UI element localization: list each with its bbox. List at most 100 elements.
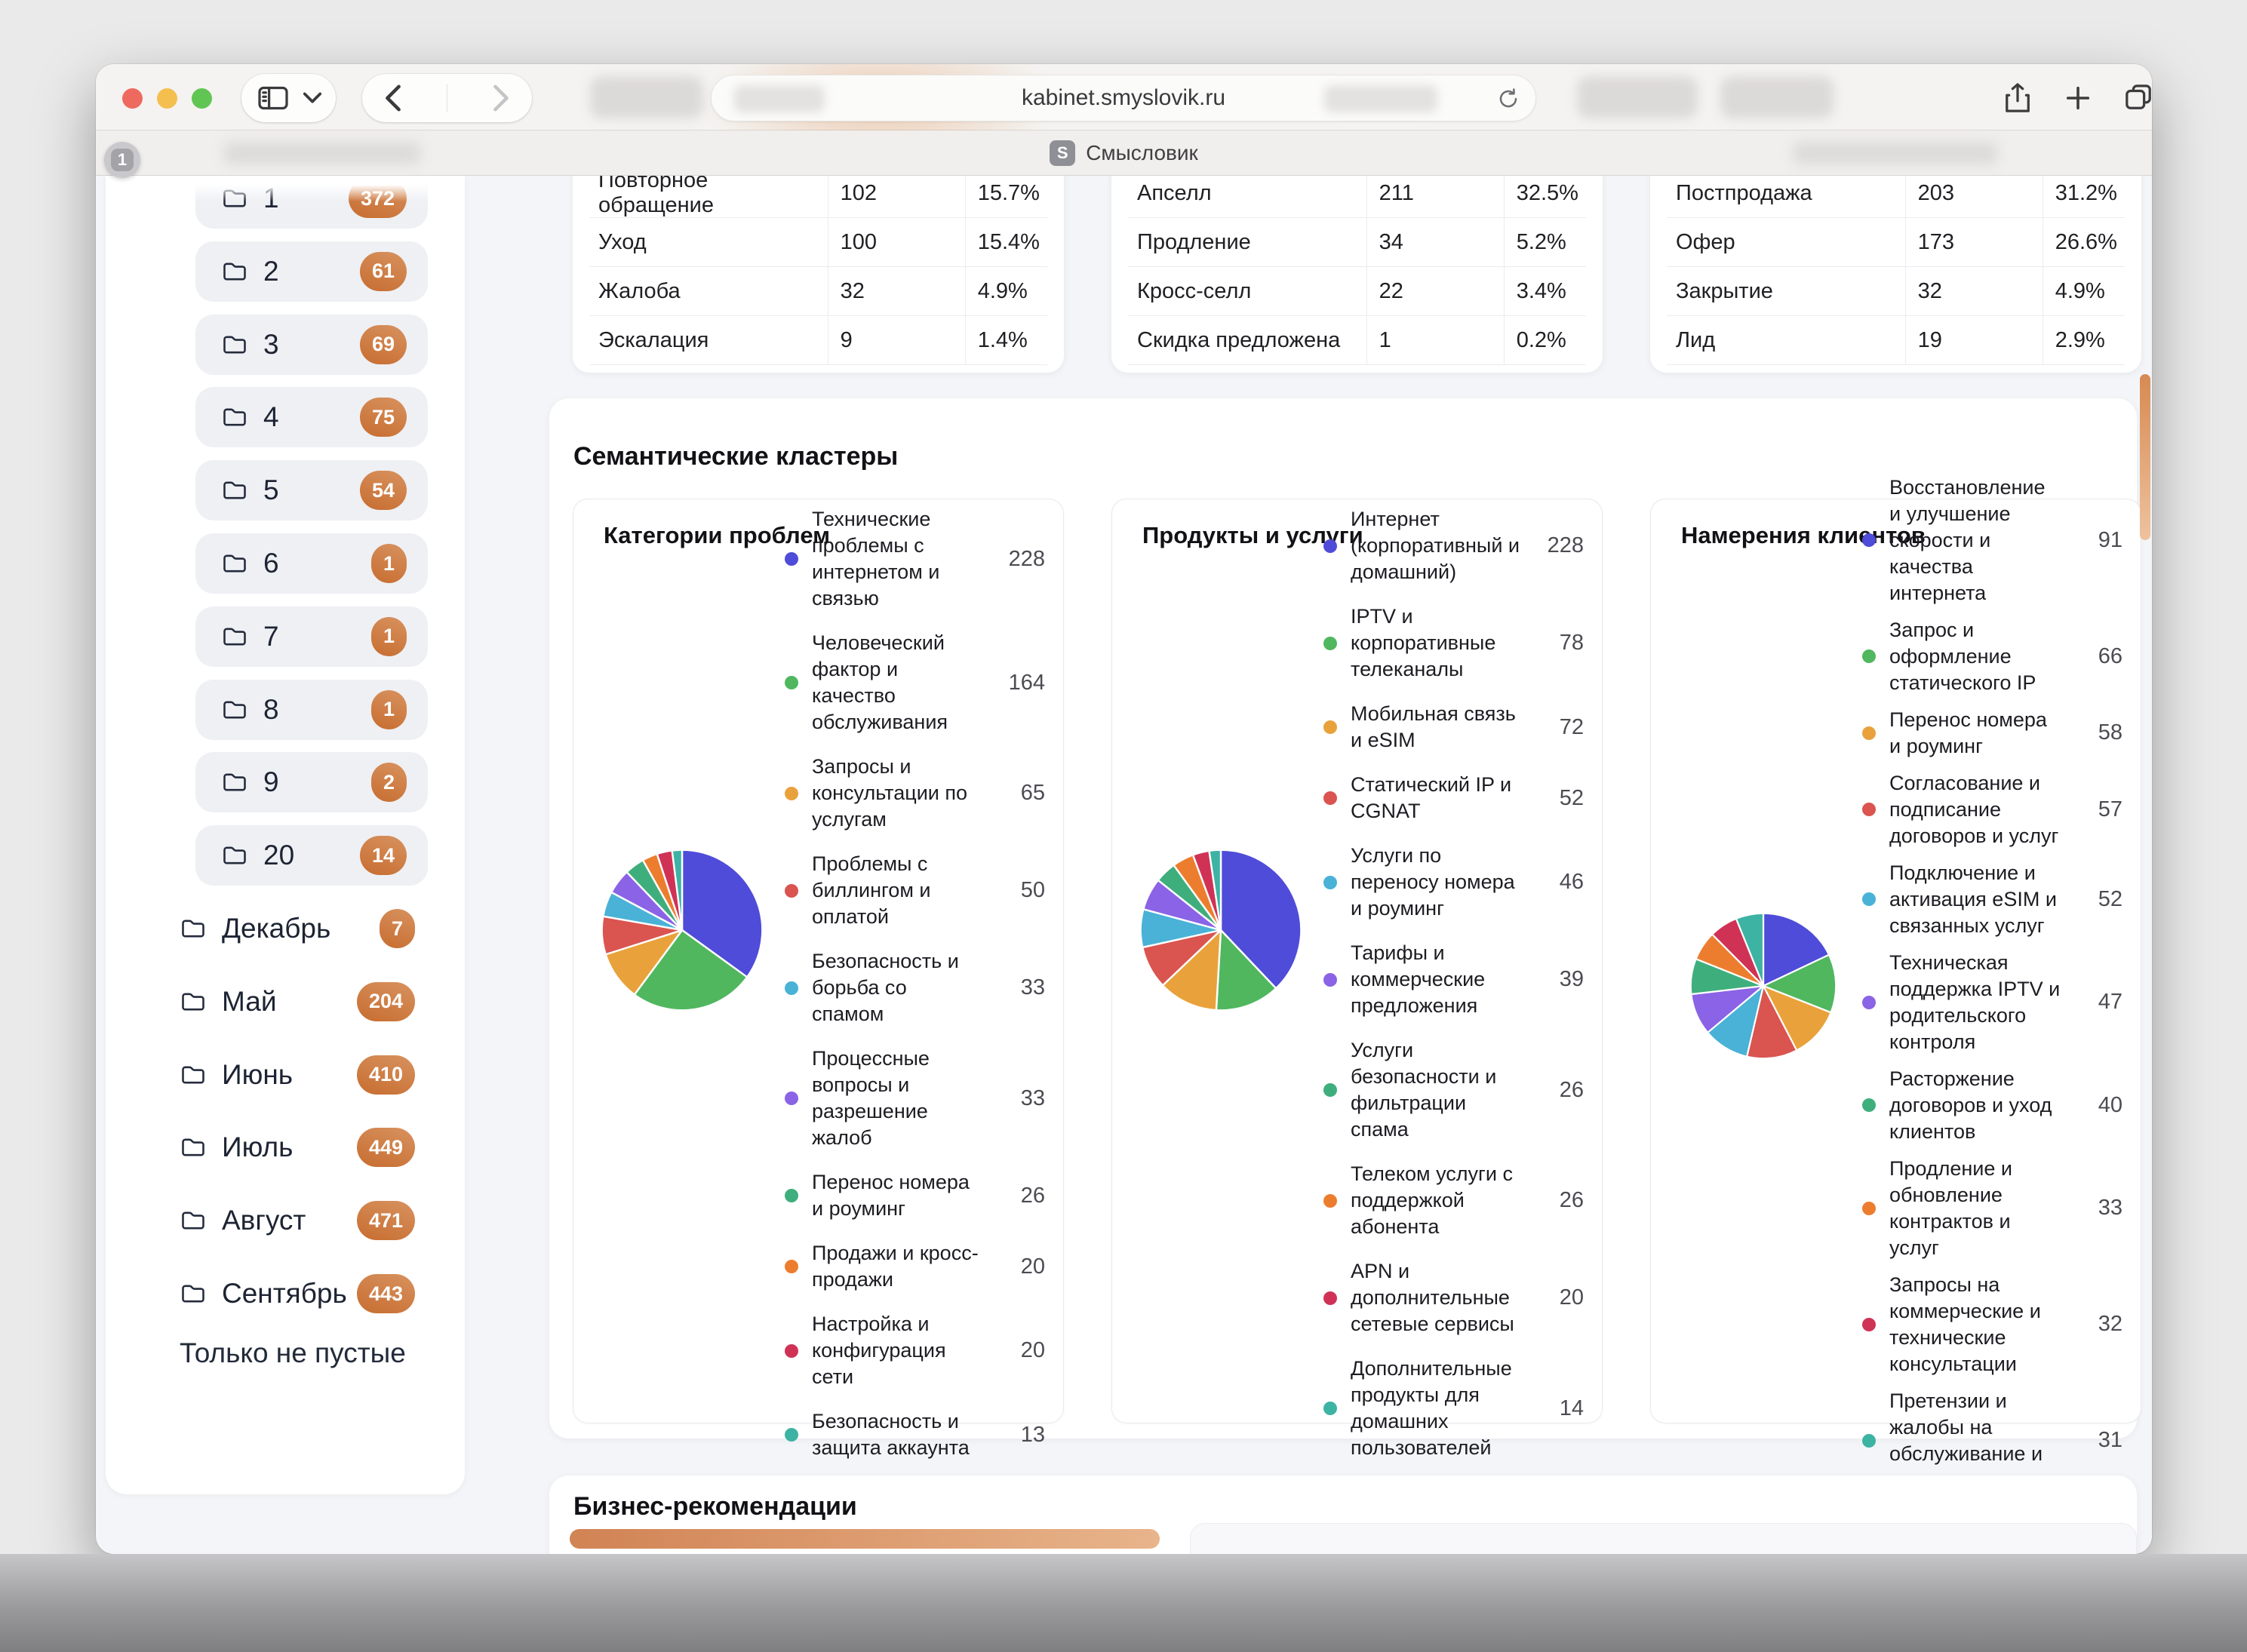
legend-label: Запросы и консультации по услугам bbox=[812, 755, 968, 831]
sidebar-folder-item[interactable]: 6 1 bbox=[195, 533, 428, 594]
cluster-card: Намерения клиентов Восстановление и улуч… bbox=[1650, 476, 2141, 1491]
legend-dot-icon bbox=[1862, 1201, 1876, 1215]
legend-label: Проблемы с биллингом и оплатой bbox=[812, 852, 931, 928]
legend-label: Настройка и конфигурация сети bbox=[812, 1313, 946, 1388]
section-title: Бизнес-рекомендации bbox=[573, 1492, 857, 1521]
background-tab-chip[interactable] bbox=[1577, 76, 1698, 118]
sidebar-month-item[interactable]: Сентябрь 443 bbox=[180, 1264, 415, 1324]
sidebar-folder-item[interactable]: 2 61 bbox=[195, 241, 428, 302]
legend-dot-icon bbox=[1862, 995, 1876, 1009]
address-bar[interactable]: kabinet.smyslovik.ru bbox=[711, 75, 1536, 121]
chevron-down-icon bbox=[303, 92, 322, 103]
legend-dot-icon bbox=[785, 786, 798, 800]
legend-item: Настройка и конфигурация сети 20 bbox=[785, 1311, 1045, 1390]
legend-dot-icon bbox=[1323, 972, 1337, 987]
legend-item: Человеческий фактор и качество обслужива… bbox=[785, 630, 1045, 735]
pie-slice bbox=[1735, 912, 1765, 987]
count-badge: 471 bbox=[356, 1201, 415, 1241]
sidebar-month-item[interactable]: Август 471 bbox=[180, 1190, 415, 1251]
pie-legend: Интернет (корпоративный и домашний) 228 … bbox=[1323, 508, 1584, 1459]
background-tab-chip[interactable] bbox=[590, 76, 703, 118]
window-close-button[interactable] bbox=[122, 88, 143, 109]
pie-chart bbox=[1139, 849, 1302, 1012]
legend-item: Мобильная связь и eSIM 72 bbox=[1323, 701, 1584, 754]
sidebar-folder-item[interactable]: 3 69 bbox=[195, 314, 428, 375]
count-badge: 1 bbox=[370, 689, 407, 729]
folder-icon bbox=[182, 1211, 204, 1230]
new-tab-icon[interactable] bbox=[2064, 82, 2092, 114]
legend-dot-icon bbox=[785, 1189, 798, 1202]
legend-label: Процессные вопросы и разрешение жалоб bbox=[812, 1047, 930, 1149]
table-row: Скидка предложена 1 0.2% bbox=[1128, 315, 1586, 365]
legend-value: 52 bbox=[1559, 785, 1584, 810]
folder-label: 9 bbox=[263, 766, 279, 798]
pie-legend: Технические проблемы с интернетом и связ… bbox=[785, 508, 1045, 1459]
table-cell-value: 9 bbox=[827, 316, 965, 364]
legend-item: Процессные вопросы и разрешение жалоб 33 bbox=[785, 1046, 1045, 1151]
sidebar-month-item[interactable]: Июль 449 bbox=[180, 1117, 415, 1178]
background-tab-chip[interactable] bbox=[1720, 76, 1834, 118]
count-badge: 54 bbox=[359, 471, 407, 511]
tab-group-count-badge[interactable]: 1 bbox=[104, 142, 140, 178]
metrics-card-sales: Апселл 211 32.5% Продление 34 5.2% Кросс… bbox=[1111, 176, 1603, 373]
table-cell-percent: 4.9% bbox=[964, 267, 1047, 315]
desktop-shade bbox=[0, 1554, 2247, 1652]
legend-label: Восстановление и улучшение скорости и ка… bbox=[1889, 475, 2046, 604]
redacted-tab-title[interactable] bbox=[224, 142, 420, 164]
sidebar-folder-item[interactable]: 7 1 bbox=[195, 606, 428, 667]
legend-dot-icon bbox=[1862, 1433, 1876, 1448]
legend-label: Согласование и подписание договоров и ус… bbox=[1889, 771, 2059, 847]
count-badge: 14 bbox=[359, 836, 407, 876]
table-cell-value: 22 bbox=[1366, 267, 1504, 315]
share-icon[interactable] bbox=[2003, 82, 2032, 114]
sidebar-folder-item[interactable]: 20 14 bbox=[195, 825, 428, 886]
sidebar-month-item[interactable]: Июнь 410 bbox=[180, 1045, 415, 1105]
tab-smyslovik[interactable]: S Смысловик bbox=[96, 131, 2152, 175]
table-row: Продление 34 5.2% bbox=[1128, 217, 1586, 266]
month-label: Август bbox=[222, 1205, 306, 1236]
month-label: Сентябрь bbox=[222, 1278, 347, 1309]
legend-value: 26 bbox=[1559, 1077, 1584, 1102]
scrollbar-thumb[interactable] bbox=[2140, 374, 2150, 540]
folder-label: 5 bbox=[263, 474, 279, 506]
window-minimize-button[interactable] bbox=[157, 88, 177, 109]
sidebar-folder-item[interactable]: 4 75 bbox=[195, 387, 428, 448]
count-badge: 2 bbox=[370, 763, 407, 803]
window-zoom-button[interactable] bbox=[192, 88, 212, 109]
table-cell-value: 203 bbox=[1904, 176, 2043, 217]
sidebar-folder-item[interactable]: 1 372 bbox=[195, 176, 428, 229]
sidebar: Только не пустые 1 372 2 61 3 69 4 75 5 … bbox=[106, 176, 465, 1494]
table-cell-value: 100 bbox=[827, 218, 965, 266]
sidebar-month-item[interactable]: Декабрь 7 bbox=[180, 898, 415, 959]
reload-icon[interactable] bbox=[1496, 87, 1520, 111]
redacted-tab-title[interactable] bbox=[1794, 142, 1997, 164]
sidebar-toggle-button[interactable] bbox=[241, 74, 336, 122]
table-cell-percent: 2.9% bbox=[2042, 316, 2125, 364]
legend-item: Согласование и подписание договоров и ус… bbox=[1862, 770, 2123, 849]
business-recommendations-section: Бизнес-рекомендации bbox=[549, 1475, 2137, 1554]
sidebar-folder-item[interactable]: 8 1 bbox=[195, 679, 428, 740]
folder-label: 3 bbox=[263, 328, 279, 360]
forward-icon[interactable] bbox=[492, 84, 510, 112]
table-cell-label: Лид bbox=[1676, 327, 1716, 352]
section-title: Семантические кластеры bbox=[573, 442, 899, 471]
legend-item: Восстановление и улучшение скорости и ка… bbox=[1862, 474, 2123, 606]
tab-overview-icon[interactable] bbox=[2124, 82, 2152, 114]
sidebar-footer-link[interactable]: Только не пустые bbox=[180, 1337, 406, 1368]
legend-item: Технические проблемы с интернетом и связ… bbox=[785, 506, 1045, 612]
sidebar-folder-item[interactable]: 9 2 bbox=[195, 752, 428, 813]
table-cell-value: 102 bbox=[827, 176, 965, 217]
sidebar-month-item[interactable]: Май 204 bbox=[180, 972, 415, 1032]
legend-label: Услуги по переносу номера и роуминг bbox=[1351, 844, 1515, 920]
legend-label: Телеком услуги с поддержкой абонента bbox=[1351, 1162, 1513, 1238]
table-cell-percent: 15.4% bbox=[964, 218, 1047, 266]
legend-label: Перенос номера и роуминг bbox=[812, 1171, 970, 1220]
table-cell-percent: 31.2% bbox=[2042, 176, 2125, 217]
metrics-card-risks: Повторное обращение 102 15.7% Уход 100 1… bbox=[573, 176, 1064, 373]
pie-slice bbox=[671, 849, 684, 932]
legend-dot-icon bbox=[785, 1092, 798, 1105]
table-cell-percent: 5.2% bbox=[1503, 218, 1586, 266]
sidebar-folder-item[interactable]: 5 54 bbox=[195, 460, 428, 521]
back-icon[interactable] bbox=[384, 84, 402, 112]
browser-window: kabinet.smyslovik.ru bbox=[96, 64, 2152, 1554]
